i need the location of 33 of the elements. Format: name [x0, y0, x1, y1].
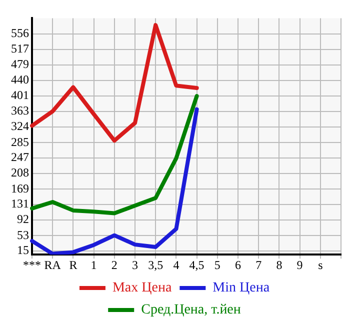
x-tick-label: 3	[132, 258, 138, 272]
x-tick-label: RA	[44, 258, 62, 272]
y-tick-label: 440	[11, 72, 29, 87]
x-tick-label: 4,5	[189, 258, 204, 272]
y-tick-label: 131	[11, 196, 29, 211]
x-tick-label: 3,5	[148, 258, 164, 272]
x-tick-label: 5	[214, 258, 220, 272]
y-tick-label: 556	[11, 26, 29, 40]
y-tick-label: 53	[17, 228, 29, 242]
y-tick-label: 517	[11, 42, 29, 56]
y-tick-label: 247	[11, 150, 29, 164]
y-tick-label: 208	[11, 166, 29, 180]
x-tick-label: 2	[111, 258, 118, 272]
y-tick-label: 401	[11, 88, 29, 102]
y-tick-label: 324	[11, 119, 29, 134]
y-tick-label: 363	[11, 103, 29, 118]
y-tick-label: 479	[11, 56, 29, 71]
y-tick-label: 169	[11, 181, 29, 196]
x-tick-label: 9	[296, 258, 303, 272]
y-tick-label: 15	[17, 243, 29, 258]
x-tick-label: s	[318, 258, 324, 272]
x-tick-label: 1	[90, 258, 97, 272]
y-tick-label: 285	[11, 134, 29, 149]
legend-label: Max Цена	[112, 280, 172, 296]
x-tick-label: 7	[256, 258, 262, 272]
x-tick-label: R	[69, 258, 78, 272]
x-tick-label: 4	[173, 258, 180, 272]
x-tick-label: 8	[276, 258, 282, 272]
legend-label: Сред.Цена, т.йен	[141, 302, 242, 318]
x-tick-label: ***	[23, 258, 41, 272]
x-tick-label: 6	[235, 258, 241, 272]
legend-label: Min Цена	[212, 280, 270, 296]
y-tick-label: 92	[17, 212, 29, 226]
